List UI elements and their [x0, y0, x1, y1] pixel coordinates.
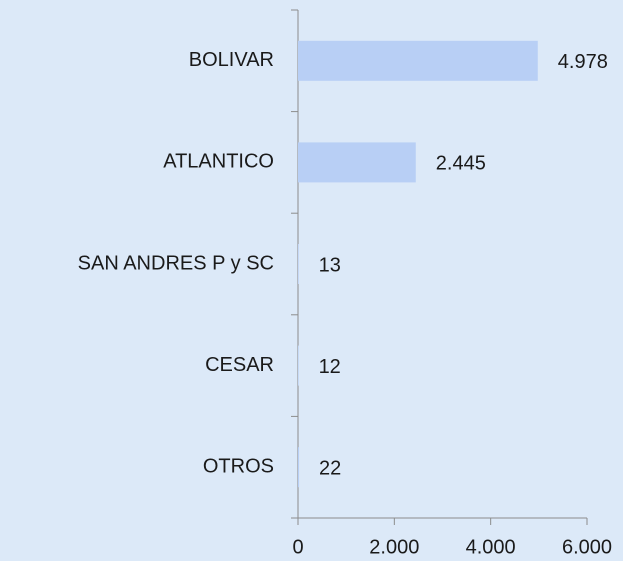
bar: [298, 345, 299, 386]
value-label: 2.445: [436, 153, 486, 175]
value-label: 12: [319, 356, 341, 378]
x-tick-label: 0: [292, 536, 303, 558]
x-tick-label: 4.000: [466, 536, 516, 558]
y-tick-label: SAN ANDRES P y SC: [78, 252, 274, 274]
value-label: 22: [319, 457, 341, 479]
value-label: 4.978: [558, 51, 608, 73]
bar: [298, 40, 538, 81]
y-tick-label: ATLANTICO: [163, 151, 274, 173]
y-tick-label: BOLIVAR: [189, 49, 274, 71]
y-tick-label: OTROS: [203, 455, 274, 477]
y-tick-label: CESAR: [205, 354, 274, 376]
x-tick-label: 2.000: [369, 536, 419, 558]
x-tick-label: 6.000: [562, 536, 612, 558]
bar: [298, 447, 300, 488]
bar: [298, 244, 299, 284]
bar: [298, 142, 416, 183]
value-label: 13: [319, 254, 341, 276]
